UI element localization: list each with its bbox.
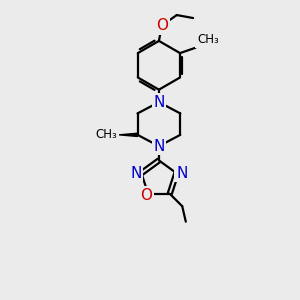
Text: O: O <box>141 188 153 203</box>
Text: N: N <box>176 166 188 181</box>
Text: N: N <box>130 166 142 181</box>
Text: N: N <box>153 94 165 110</box>
Text: O: O <box>156 18 168 33</box>
Text: N: N <box>153 94 165 110</box>
Text: CH₃: CH₃ <box>197 33 219 46</box>
Text: N: N <box>153 139 165 154</box>
Polygon shape <box>119 133 137 136</box>
Text: CH₃: CH₃ <box>96 128 118 141</box>
